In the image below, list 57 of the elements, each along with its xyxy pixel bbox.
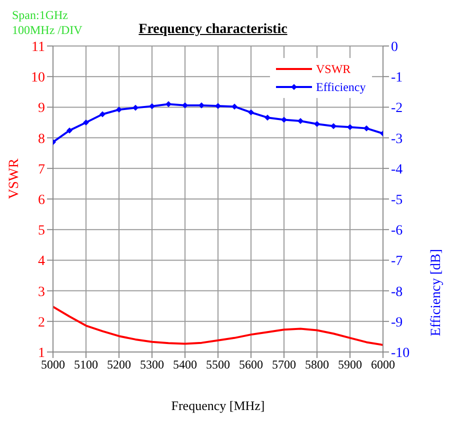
text: 100MHz /DIV: [12, 23, 82, 38]
y-tick-label: 7: [38, 162, 45, 178]
y2-tick-label: -4: [391, 162, 403, 178]
point: [232, 104, 238, 110]
point: [83, 120, 89, 126]
point: [116, 106, 122, 113]
y2-tick-label: -1: [391, 70, 403, 86]
y-tick-label: 4: [38, 254, 45, 270]
y2-tick-label: -3: [391, 132, 403, 147]
point: [248, 109, 254, 116]
y-tick-label: 8: [38, 132, 45, 147]
y-tick-label: 9: [38, 101, 45, 116]
legend-label: Efficiency: [316, 79, 366, 96]
x-tick-label: 5100: [74, 358, 98, 372]
x-tick-label: 5900: [338, 358, 362, 372]
point: [132, 104, 138, 111]
point: [182, 102, 188, 108]
y2-axis-title: Efficiency [dB]: [428, 249, 444, 336]
text: Span:1GHz: [12, 8, 69, 23]
y2-tick-label: -6: [391, 224, 403, 239]
chart-title: Frequency characteristic: [138, 22, 288, 38]
point: [166, 101, 172, 108]
point: [66, 127, 72, 134]
y-tick-label: 2: [38, 315, 45, 330]
point: [281, 116, 287, 123]
point: [298, 118, 304, 124]
x-tick-label: 5400: [173, 358, 197, 372]
point: [149, 103, 155, 110]
y-axis-title: VSWR: [6, 158, 22, 199]
y2-tick-label: -7: [391, 254, 403, 270]
x-tick-label: 5200: [107, 358, 131, 372]
legend-label: VSWR: [316, 61, 351, 78]
x-axis-title: Frequency [MHz]: [171, 398, 265, 413]
x-tick-label: 5700: [272, 358, 296, 372]
y-tick-label: 5: [38, 224, 45, 239]
x-tick-label: 5300: [140, 358, 164, 372]
x-tick-label: 5800: [305, 358, 329, 372]
y2-tick-label: -8: [391, 284, 403, 300]
y-tick-label: 11: [32, 40, 45, 55]
y-tick-label: 10: [31, 70, 45, 86]
y2-tick-label: -5: [391, 192, 403, 208]
point: [198, 102, 204, 108]
y2-tick-label: 0: [391, 40, 398, 55]
y-tick-label: 3: [38, 284, 45, 300]
y2-tick-label: -9: [391, 315, 403, 330]
y2-tick-label: -2: [391, 101, 403, 116]
point: [100, 111, 106, 118]
x-tick-label: 5600: [239, 358, 263, 372]
point: [347, 124, 353, 130]
y-tick-label: 6: [38, 192, 45, 208]
point: [215, 102, 221, 109]
point: [264, 114, 270, 121]
point: [364, 125, 370, 132]
x-tick-label: 5500: [206, 358, 230, 372]
line-series: [53, 306, 383, 346]
point: [314, 121, 320, 128]
point: [330, 123, 336, 130]
